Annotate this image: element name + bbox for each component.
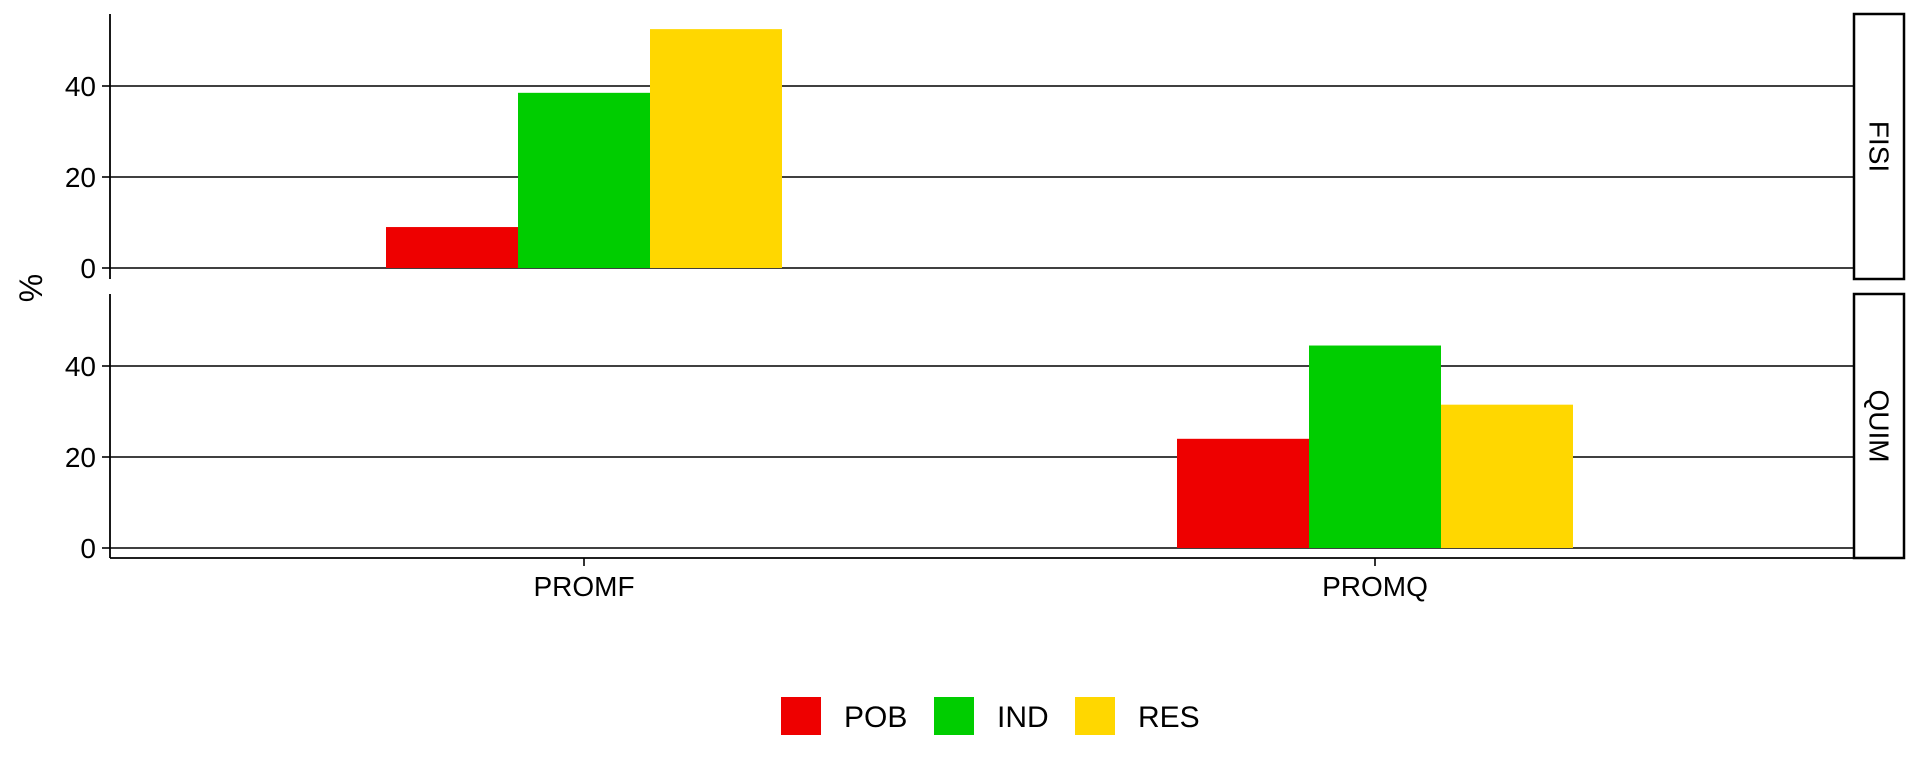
- legend-item-pob: POB: [781, 697, 907, 735]
- bar-fisi-promf-pob: [386, 227, 518, 268]
- bar-quim-promq-ind: [1309, 345, 1441, 548]
- x-tick-label: PROMQ: [1322, 571, 1428, 602]
- legend: POB IND RES: [781, 697, 1200, 735]
- y-tick-label: 20: [65, 442, 96, 473]
- bar-fisi-promf-ind: [518, 92, 650, 268]
- y-tick-label: 0: [80, 533, 96, 564]
- legend-label: IND: [997, 701, 1049, 734]
- panel-quim: 0 20 40 QUIM: [65, 292, 1906, 564]
- panel-fisi: 0 20 40 FISI: [65, 12, 1906, 284]
- legend-item-ind: IND: [934, 697, 1049, 735]
- y-tick-label: 20: [65, 162, 96, 193]
- facet-strip: [1852, 12, 1906, 281]
- facet-strip: [1852, 292, 1906, 560]
- y-tick-label: 40: [65, 71, 96, 102]
- facet-strip-label: FISI: [1864, 121, 1895, 172]
- x-axis: PROMF PROMQ: [110, 557, 1854, 602]
- legend-key: [781, 697, 821, 735]
- legend-label: RES: [1138, 701, 1200, 734]
- y-axis-label: %: [13, 274, 49, 302]
- panels: 0 20 40 FISI 0 20 40 QUIM: [65, 12, 1906, 564]
- bar-quim-promq-pob: [1177, 438, 1309, 548]
- legend-key: [934, 697, 974, 735]
- x-tick-label: PROMF: [533, 571, 634, 602]
- facet-strip-label: QUIM: [1864, 389, 1895, 462]
- legend-label: POB: [844, 701, 907, 734]
- y-tick-label: 0: [80, 253, 96, 284]
- legend-key: [1075, 697, 1115, 735]
- legend-item-res: RES: [1075, 697, 1200, 735]
- bar-quim-promq-res: [1441, 404, 1573, 548]
- bar-fisi-promf-res: [650, 29, 782, 268]
- y-tick-label: 40: [65, 351, 96, 382]
